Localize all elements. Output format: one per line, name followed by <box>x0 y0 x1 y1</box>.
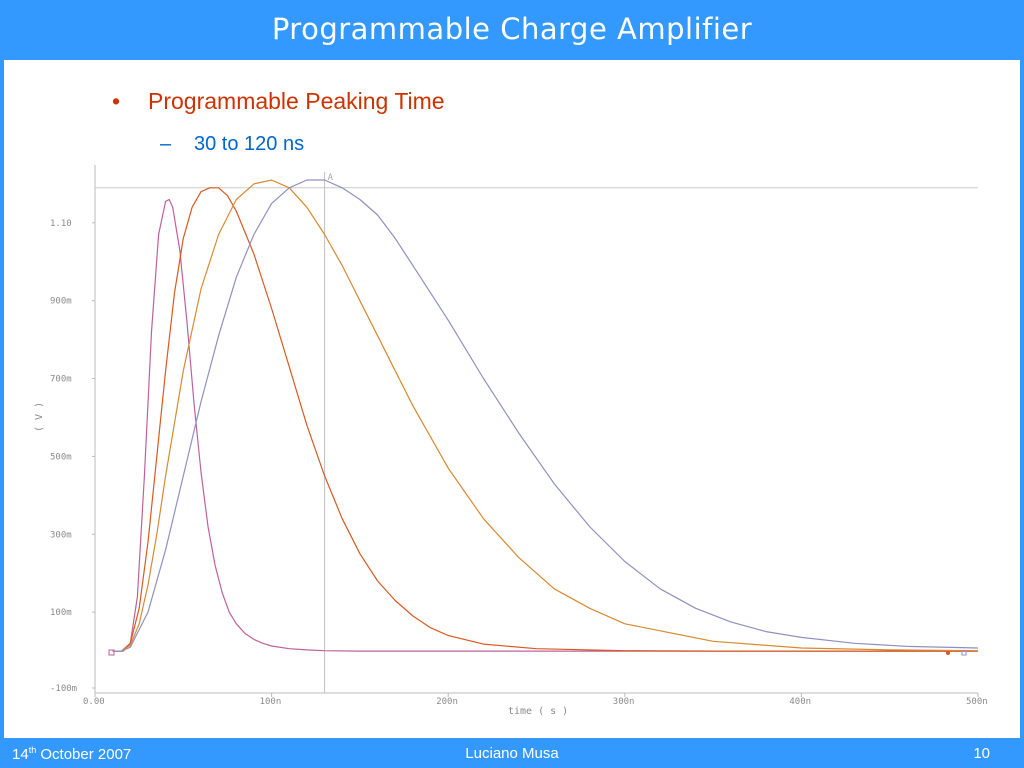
footer-date-suffix: th <box>28 745 37 755</box>
footer-bar: 14th October 2007 Luciano Musa 10 <box>0 738 1024 768</box>
end-marker <box>961 650 967 656</box>
y-axis-label: ( V ) <box>34 402 45 432</box>
bullet-item: • Programmable Peaking Time <box>112 88 445 115</box>
y-tick-label: 500m <box>50 452 72 462</box>
series-line-1 <box>112 198 978 652</box>
dash-icon: – <box>160 133 172 155</box>
footer-date: 14th October 2007 <box>12 745 131 763</box>
waveform-chart: A -100m 100m 300m 500m 700m 900m 1.10 0.00 100n 20… <box>34 165 988 717</box>
bullet-text: Programmable Peaking Time <box>148 88 445 114</box>
y-tick-label: -100m <box>50 684 77 694</box>
series-line-2 <box>112 187 978 652</box>
footer-date-day: 14 <box>12 746 29 763</box>
y-tick-label: 1.10 <box>50 219 72 229</box>
title-bar: Programmable Charge Amplifier <box>0 0 1024 60</box>
series-line-4 <box>112 179 979 652</box>
series-line-3 <box>112 179 979 652</box>
y-tick-label: 700m <box>50 375 72 385</box>
bullet-dot-icon: • <box>112 88 121 114</box>
x-tick-label: 300n <box>613 697 635 707</box>
x-tick-label: 0.00 <box>83 697 105 707</box>
right-border <box>1020 0 1024 768</box>
start-marker <box>108 649 115 656</box>
y-tick-label: 300m <box>50 530 72 540</box>
y-tick-label: 900m <box>50 297 72 307</box>
sub-bullet-item: –30 to 120 ns <box>160 133 304 156</box>
x-tick-label: 200n <box>436 697 458 707</box>
footer-author: Luciano Musa <box>465 745 559 762</box>
end-marker <box>946 651 950 655</box>
slide-title: Programmable Charge Amplifier <box>271 12 753 46</box>
sub-bullet-text: 30 to 120 ns <box>194 133 305 155</box>
footer-date-rest: October 2007 <box>36 746 132 763</box>
page-number: 10 <box>973 745 990 762</box>
x-tick-label: 500n <box>966 697 988 707</box>
y-tick-label: 100m <box>50 608 72 618</box>
cursor-label: A <box>328 173 334 183</box>
left-border <box>0 0 4 768</box>
x-tick-label: 100n <box>260 697 282 707</box>
x-axis-label: time ( s ) <box>508 706 568 717</box>
x-tick-label: 400n <box>789 697 811 707</box>
